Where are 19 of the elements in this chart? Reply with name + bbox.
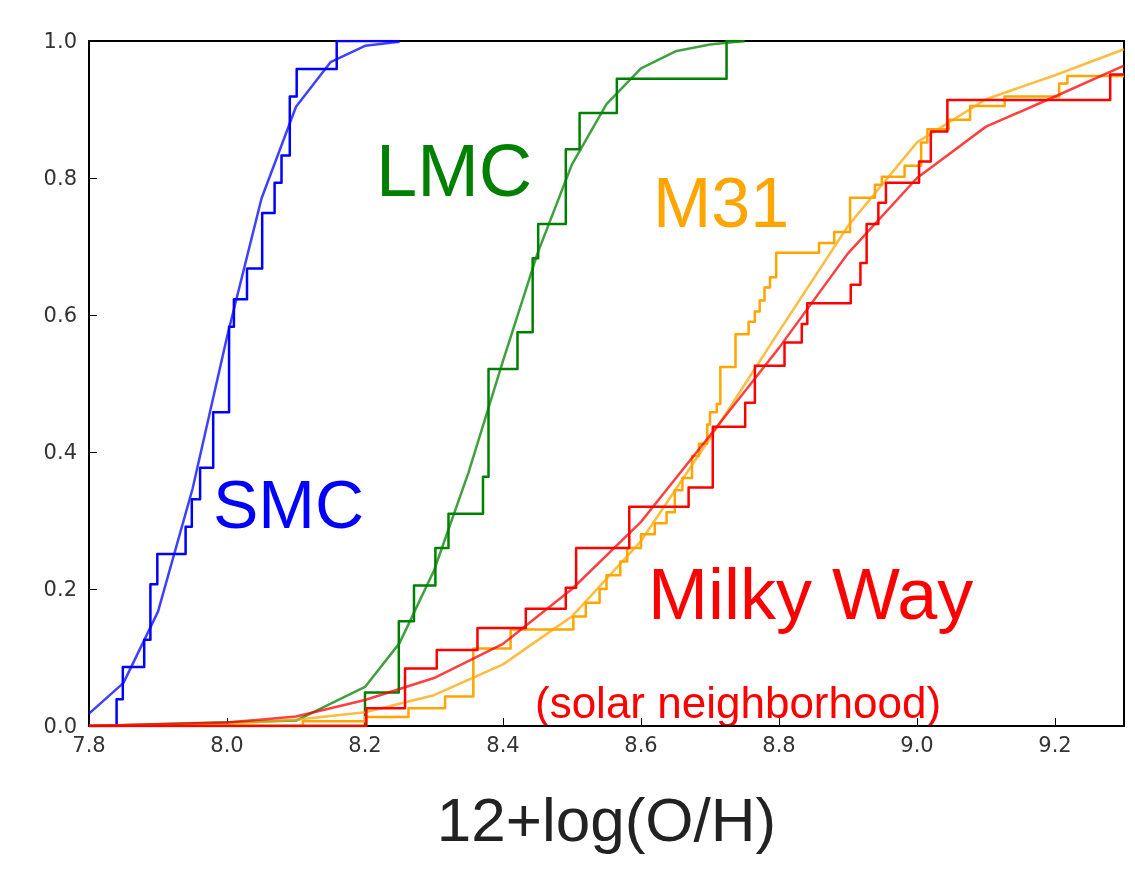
x-tick-label: 8.8: [762, 732, 796, 757]
x-tick-label: 9.2: [1038, 732, 1072, 757]
x-tick-label: 9.0: [900, 732, 934, 757]
y-tick-label: 0.8: [43, 166, 77, 190]
y-tick-label: 1.0: [43, 29, 77, 53]
series-label: Milky Way: [648, 554, 974, 634]
series-label: M31: [653, 164, 790, 242]
x-tick-label: 8.6: [624, 732, 658, 757]
series-label: SMC: [213, 466, 365, 542]
y-tick-label: 0.6: [43, 303, 77, 327]
x-tick-label: 8.0: [210, 732, 244, 757]
series-label: LMC: [376, 128, 533, 212]
x-tick-label: 8.4: [486, 732, 520, 757]
annotation: (solar neighborhood): [535, 677, 942, 727]
y-tick-label: 0.2: [43, 577, 77, 601]
x-axis-title: 12+log(O/H): [436, 784, 777, 854]
y-tick-label: 0.4: [43, 440, 77, 464]
x-tick-label: 8.2: [348, 732, 382, 757]
x-tick-label: 7.8: [72, 732, 106, 757]
